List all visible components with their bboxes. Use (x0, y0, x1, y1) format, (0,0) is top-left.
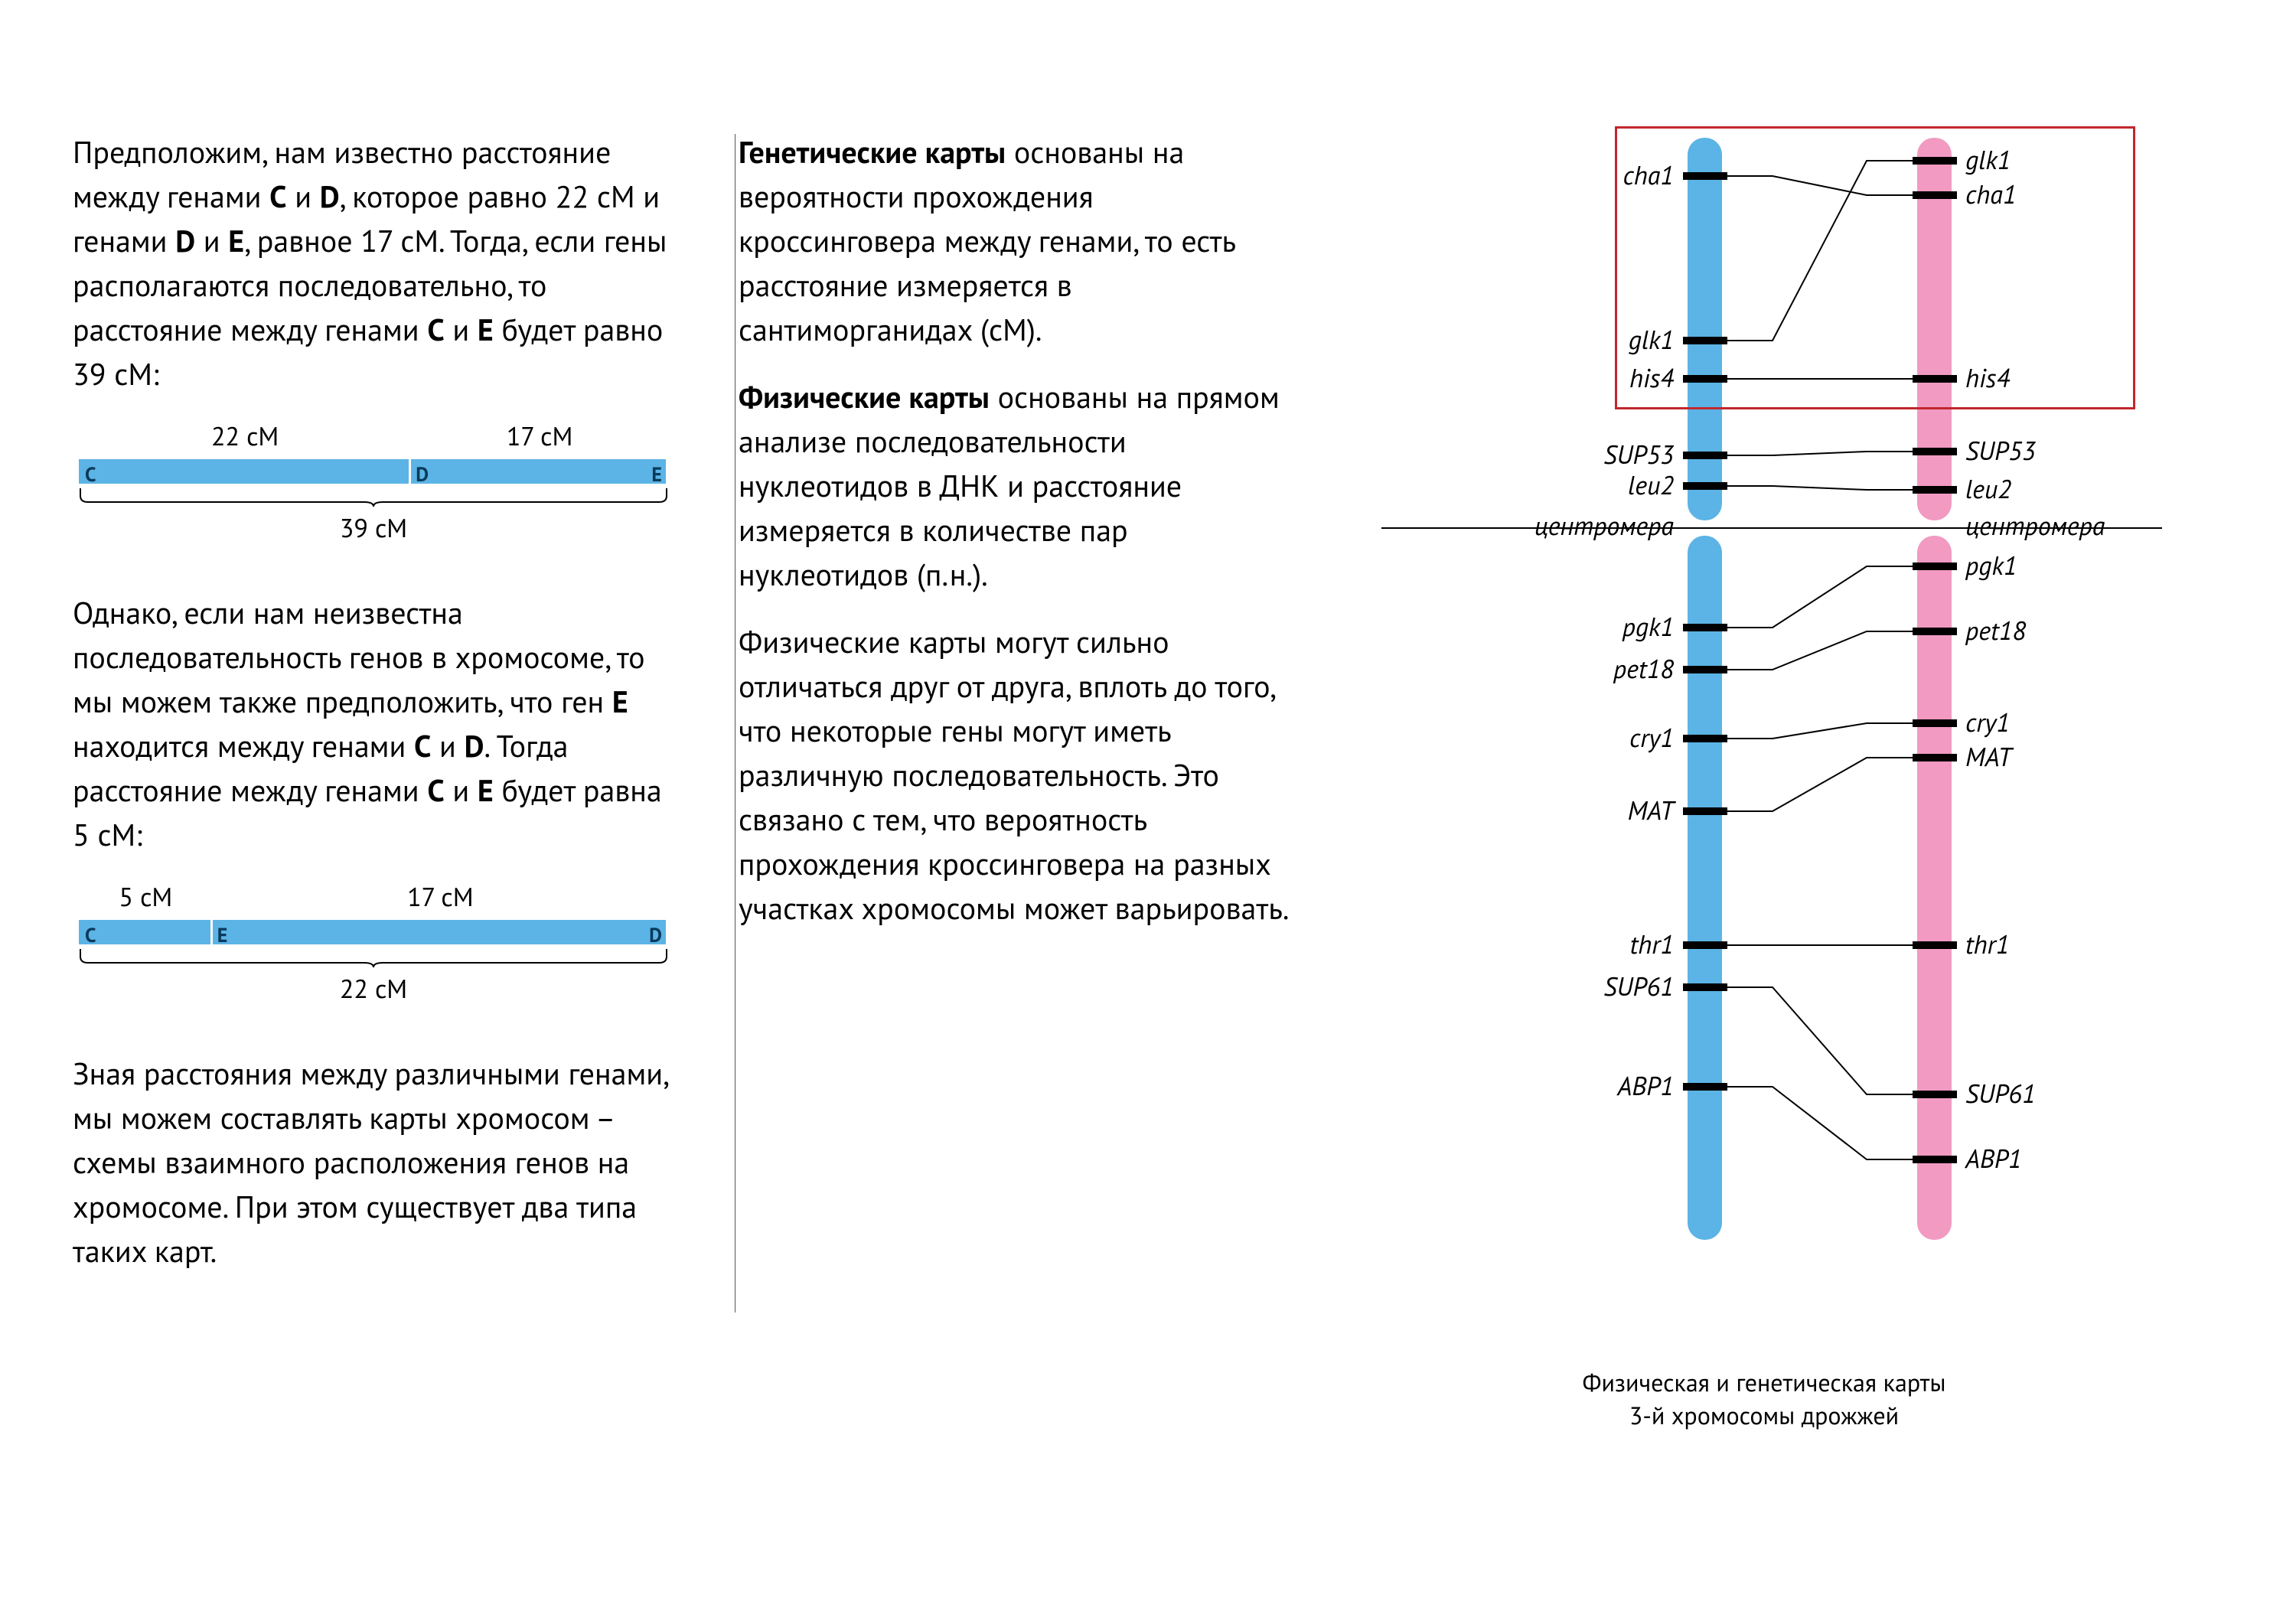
gene-letter: E (478, 310, 494, 350)
page: Предположим, нам известно расстояние меж… (0, 0, 2296, 1432)
column-3: центромерацентромераcha1glk1his4SUP53leu… (1328, 130, 2235, 1432)
gene-letter: C (414, 726, 431, 766)
gene-letter: C (427, 771, 444, 810)
gene-bar: CED (79, 920, 668, 944)
paragraph: Однако, если нам неизвестна последовател… (73, 591, 670, 857)
gene-letter: C (269, 177, 286, 217)
paragraph: Зная расстояния между различными генами,… (73, 1052, 670, 1273)
column-2: Генетические карты основаны на вероятнос… (700, 130, 1328, 1432)
gene-letter: D (175, 221, 195, 261)
term: Генетические карты (739, 132, 1006, 172)
caption-line: 3-й хромосомы дрожжей (1629, 1399, 1899, 1431)
paragraph: Предположим, нам известно расстояние меж… (73, 130, 670, 396)
chromosome-map-figure: центромерацентромераcha1glk1his4SUP53leu… (1381, 130, 2162, 1339)
gene-distance-diagram-1: 22 сМ17 сМCDE39 сМ (79, 419, 668, 545)
gene-letter: E (228, 221, 244, 261)
figure-caption: Физическая и генетическая карты 3-й хром… (1374, 1366, 2154, 1432)
text: и (195, 221, 228, 261)
paragraph: Генетические карты основаны на вероятнос… (739, 130, 1297, 352)
text: и (445, 310, 478, 350)
gene-letter: E (612, 682, 628, 722)
gene-letter: E (478, 771, 494, 810)
gene-letter: D (320, 177, 340, 217)
gene-distance-diagram-2: 5 сМ17 сМCED22 сМ (79, 880, 668, 1006)
connector-layer (1381, 130, 2162, 1324)
text: и (287, 177, 320, 217)
term: Физические карты (739, 377, 990, 417)
gene-letter: D (465, 726, 484, 766)
column-1: Предположим, нам известно расстояние меж… (73, 130, 700, 1432)
caption-line: Физическая и генетическая карты (1582, 1366, 1945, 1398)
paragraph: Физические карты основаны на прямом анал… (739, 375, 1297, 597)
text: Однако, если нам неизвестна последовател… (73, 593, 645, 722)
paragraph: Физические карты могут сильно отличаться… (739, 620, 1297, 931)
text: и (431, 726, 464, 766)
gene-bar: CDE (79, 459, 668, 484)
text: находится между генами (73, 726, 414, 766)
text: и (445, 771, 478, 810)
gene-letter: C (427, 310, 444, 350)
